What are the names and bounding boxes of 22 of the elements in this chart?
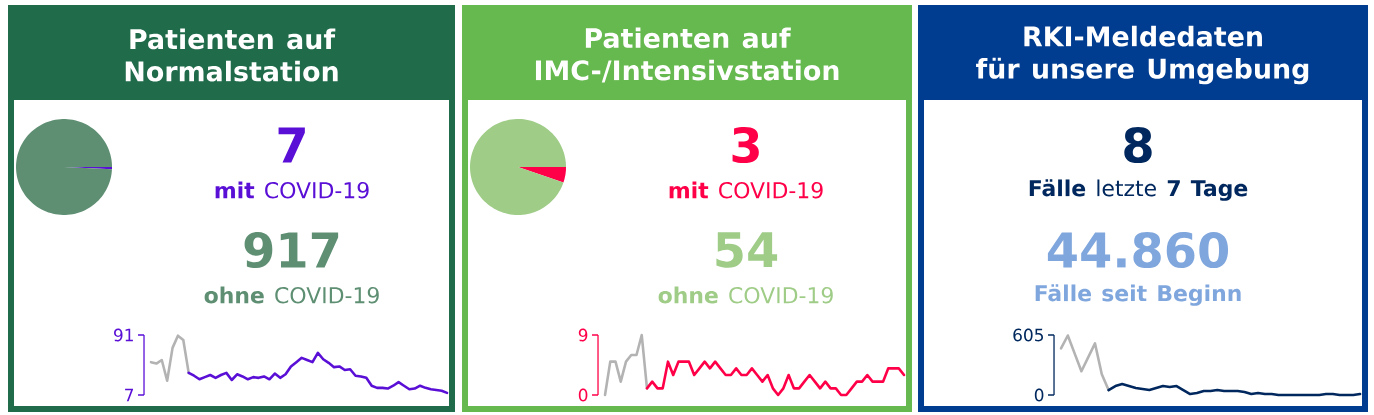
y-tick-label: 9 xyxy=(578,328,588,342)
y-tick-label: 0 xyxy=(1034,388,1044,402)
text: RKI-Meldedaten für unsere Umgebung xyxy=(976,25,1309,85)
line-series xyxy=(603,333,649,397)
data-label: 917 xyxy=(244,231,339,269)
data-label: 54 xyxy=(716,232,778,268)
y-tick-label: 605 xyxy=(1013,328,1044,342)
y-tick-label: 0 xyxy=(578,388,588,402)
slice-label: ohne COVID-19 xyxy=(204,286,379,304)
slice-label: mit COVID-19 xyxy=(669,181,823,199)
slice-label: ohne COVID-19 xyxy=(658,286,833,304)
chart-title: Patienten auf IMC-/Intensivstation xyxy=(535,27,839,83)
line-series xyxy=(149,334,190,383)
category-label: Fälle letzte 7 Tage xyxy=(1029,179,1248,201)
data-label: 3 xyxy=(732,126,759,164)
y-tick-label: 91 xyxy=(114,328,133,342)
chart-title: Patienten auf Normalstation xyxy=(125,28,338,82)
data-label: 8 xyxy=(1124,126,1152,164)
slice-label: mit COVID-19 xyxy=(215,181,369,199)
category-label: Fälle seit Beginn xyxy=(1035,284,1241,306)
data-label: 44.860 xyxy=(1047,231,1229,269)
data-label: 7 xyxy=(278,127,305,163)
